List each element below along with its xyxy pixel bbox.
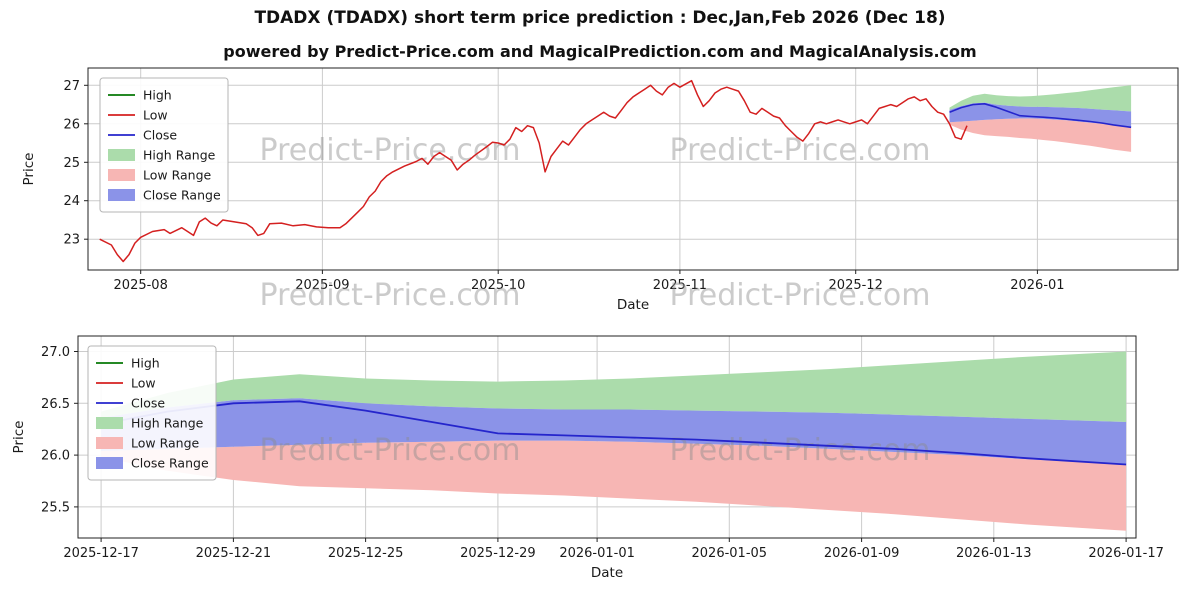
legend-swatch-low-range	[108, 169, 135, 181]
band-high-range	[101, 351, 1127, 422]
axis-ticks: 2025-08 2025-09 2025-10 2025-11 2025-12 2026-…	[63, 79, 1064, 293]
x-tick-label: 2026-01-13	[956, 546, 1032, 561]
x-tick-label: 2025-12-25	[328, 546, 404, 561]
y-tick-label: 24	[63, 194, 80, 209]
y-tick-label: 25	[63, 156, 80, 171]
y-tick-label: 26.0	[41, 449, 70, 464]
y-tick-label: 26.5	[41, 397, 70, 412]
x-tick-label: 2025-11	[653, 278, 707, 293]
watermark-text: Predict-Price.com	[259, 278, 521, 313]
x-axis-label: Date	[617, 297, 649, 313]
x-tick-label: 2026-01-01	[559, 546, 635, 561]
y-tick-label: 23	[63, 233, 80, 248]
legend-label: Close Range	[143, 188, 221, 203]
watermark-text: Predict-Price.com	[669, 278, 931, 313]
legend-swatch-close-range	[108, 189, 135, 201]
legend: High Low Close High Range Low Range Close Ran…	[87, 345, 217, 481]
legend-label: Low Range	[131, 436, 200, 451]
x-tick-label: 2025-09	[295, 278, 349, 293]
x-tick-label: 2026-01	[1010, 278, 1064, 293]
x-tick-label: 2025-12-17	[63, 546, 139, 561]
plot-border	[87, 67, 1179, 271]
legend-label: Low Range	[143, 168, 212, 183]
legend-swatch-high-range	[108, 149, 135, 161]
legend: High Low Close High Range Low Range Close Ran…	[99, 77, 229, 213]
legend-label: High Range	[131, 416, 204, 431]
x-tick-label: 2025-12-21	[196, 546, 272, 561]
y-axis-label: Price	[11, 421, 27, 454]
y-axis-label: Price	[21, 153, 37, 186]
legend-label: High	[143, 88, 172, 103]
legend-label: Low	[131, 376, 156, 391]
x-tick-label: 2026-01-05	[692, 546, 768, 561]
x-tick-label: 2025-08	[114, 278, 168, 293]
axis-ticks: 2025-12-17 2025-12-21 2025-12-25 2025-12-29…	[41, 345, 1164, 561]
legend-label: Close Range	[131, 456, 209, 471]
x-tick-label: 2026-01-09	[824, 546, 900, 561]
plot-border	[77, 335, 1137, 539]
watermark-text: Predict-Price.com	[260, 433, 521, 468]
chart-subtitle: powered by Predict-Price.com and Magical…	[223, 42, 977, 61]
y-tick-label: 26	[63, 117, 80, 132]
x-tick-label: 2026-01-17	[1088, 546, 1164, 561]
band-low-range	[949, 118, 1132, 152]
band-low-range	[101, 440, 1127, 531]
x-tick-label: 2025-12	[829, 278, 883, 293]
x-axis-label: Date	[591, 565, 623, 581]
band-high-range	[949, 85, 1132, 112]
legend-label: Close	[131, 396, 165, 411]
gridlines	[88, 68, 1178, 270]
legend-label: Close	[143, 128, 177, 143]
watermark-text: Predict-Price.com	[670, 133, 931, 168]
legend-label: High Range	[143, 148, 216, 163]
overview-price-chart: Predict-Price.com Predict-Price.com2025-0…	[21, 67, 1179, 313]
legend-label: High	[131, 356, 160, 371]
y-tick-label: 27	[63, 79, 80, 94]
y-tick-label: 25.5	[41, 500, 70, 515]
watermark-row: Predict-Price.com Predict-Price.com	[0, 278, 1200, 313]
y-tick-label: 27.0	[41, 345, 70, 360]
watermark-text: Predict-Price.com	[260, 133, 521, 168]
x-tick-label: 2025-12-29	[460, 546, 536, 561]
line-close	[100, 400, 1127, 466]
forecast-detail-chart: Predict-Price.com Predict-Price.com2025-1…	[11, 335, 1164, 581]
line-close	[949, 102, 1132, 129]
chart-title: TDADX (TDADX) short term price predictio…	[254, 8, 946, 28]
legend-swatch-low-range	[96, 437, 123, 449]
legend-label: Low	[143, 108, 168, 123]
legend-swatch-close-range	[96, 457, 123, 469]
line-low	[99, 79, 968, 263]
legend-swatch-high-range	[96, 417, 123, 429]
watermark-text: Predict-Price.com	[670, 433, 931, 468]
x-tick-label: 2025-10	[471, 278, 525, 293]
